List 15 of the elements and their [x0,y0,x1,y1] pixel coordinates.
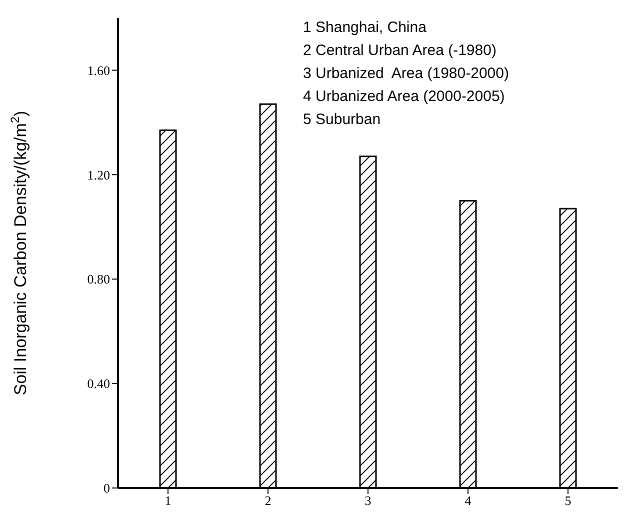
y-tick-label: 0.40 [87,376,110,392]
x-tick-label: 4 [464,493,472,508]
annotation: 3 Urbanized Area (1980-2000) [303,64,509,84]
y-tick-label: 1.60 [87,62,110,78]
annotation: 4 Urbanized Area (2000-2005) [303,87,506,107]
y-tick-label: 1.20 [87,167,110,182]
x-tick-label: 1 [164,493,172,508]
x-tick-label: 3 [364,493,372,508]
annotation: 2 Central Urban Area (-1980) [303,41,498,61]
annotation: 5 Suburban [303,110,382,130]
x-tick-label: 2 [264,493,272,508]
annotation: 1 Shanghai, China [303,18,428,38]
y-tick-label: 0 [104,480,110,496]
x-tick-label: 5 [564,493,572,508]
y-tick-label: 0.80 [87,272,110,287]
